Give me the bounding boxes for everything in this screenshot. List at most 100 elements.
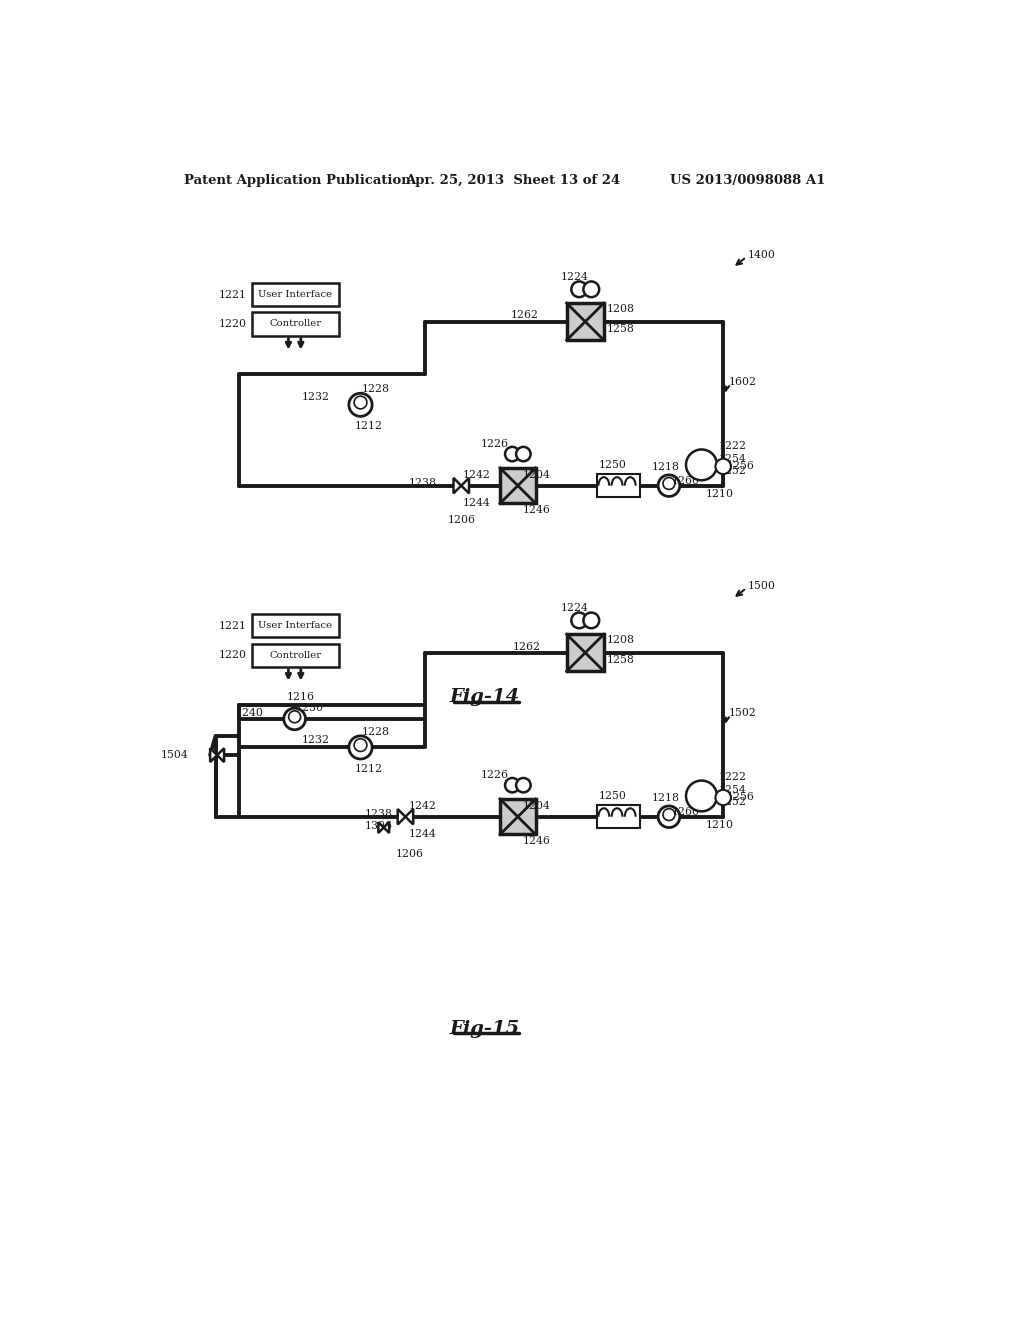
- Circle shape: [716, 459, 731, 474]
- Text: 1262: 1262: [511, 310, 539, 321]
- Text: 1254: 1254: [719, 454, 746, 463]
- Bar: [566, 635, 604, 671]
- Text: 1260: 1260: [672, 807, 700, 817]
- Text: 1500: 1500: [748, 581, 776, 591]
- Polygon shape: [210, 748, 217, 762]
- Text: 1246: 1246: [522, 506, 550, 515]
- Circle shape: [284, 708, 305, 730]
- Polygon shape: [406, 809, 414, 825]
- Text: 1258: 1258: [607, 325, 635, 334]
- Text: 1218: 1218: [652, 462, 680, 473]
- Text: 1246: 1246: [522, 837, 550, 846]
- Text: 1226: 1226: [480, 440, 509, 449]
- Circle shape: [516, 447, 530, 461]
- Bar: [566, 304, 604, 341]
- Text: 1232: 1232: [301, 392, 330, 403]
- Text: 1206: 1206: [447, 515, 475, 525]
- Bar: [597, 474, 640, 498]
- Text: 1240: 1240: [236, 708, 263, 718]
- Polygon shape: [454, 478, 461, 494]
- Text: 1250: 1250: [598, 791, 627, 801]
- Circle shape: [658, 807, 680, 828]
- Text: 1250: 1250: [598, 459, 627, 470]
- Text: 1252: 1252: [719, 797, 746, 807]
- Text: 1221: 1221: [218, 289, 247, 300]
- Circle shape: [516, 777, 530, 792]
- Text: 1216: 1216: [287, 693, 314, 702]
- Text: 1232: 1232: [301, 735, 330, 744]
- Text: 1256: 1256: [726, 792, 754, 803]
- Text: 1230: 1230: [296, 704, 325, 713]
- Text: Controller: Controller: [269, 319, 322, 329]
- Text: 1256: 1256: [726, 462, 754, 471]
- Text: 1260: 1260: [672, 477, 700, 486]
- Text: 1220: 1220: [218, 319, 247, 329]
- Text: 1208: 1208: [607, 305, 635, 314]
- Text: Patent Application Publication: Patent Application Publication: [183, 174, 411, 187]
- Text: Fig-15: Fig-15: [450, 1019, 519, 1038]
- Text: 1242: 1242: [463, 470, 490, 480]
- Circle shape: [505, 447, 519, 461]
- Text: 1224: 1224: [560, 603, 589, 612]
- Text: User Interface: User Interface: [258, 622, 333, 630]
- Text: 1258: 1258: [607, 656, 635, 665]
- Circle shape: [686, 780, 717, 812]
- Bar: [252, 614, 339, 638]
- Text: 1222: 1222: [719, 772, 746, 783]
- Bar: [252, 284, 339, 306]
- Circle shape: [289, 711, 301, 723]
- Text: 1210: 1210: [706, 820, 733, 830]
- Text: 1212: 1212: [354, 764, 382, 774]
- Bar: [500, 799, 536, 834]
- Text: 1206: 1206: [396, 849, 424, 859]
- Text: Apr. 25, 2013  Sheet 13 of 24: Apr. 25, 2013 Sheet 13 of 24: [406, 174, 621, 187]
- Circle shape: [584, 612, 599, 628]
- Text: 1204: 1204: [522, 470, 550, 480]
- Text: 1222: 1222: [719, 441, 746, 451]
- Circle shape: [663, 478, 675, 490]
- Text: 1228: 1228: [362, 727, 390, 737]
- Text: 1244: 1244: [463, 498, 490, 508]
- Text: 1218: 1218: [652, 793, 680, 804]
- Circle shape: [354, 739, 367, 751]
- Polygon shape: [397, 809, 406, 825]
- Text: 1252: 1252: [719, 466, 746, 477]
- Circle shape: [571, 612, 587, 628]
- Circle shape: [349, 393, 372, 416]
- Polygon shape: [461, 478, 469, 494]
- Circle shape: [686, 450, 717, 480]
- Text: 1221: 1221: [218, 620, 247, 631]
- Text: 1254: 1254: [719, 785, 746, 795]
- Bar: [252, 313, 339, 335]
- Text: 1238: 1238: [409, 478, 436, 487]
- Polygon shape: [384, 822, 389, 833]
- Text: Controller: Controller: [269, 651, 322, 660]
- Text: 1238: 1238: [366, 809, 393, 818]
- Text: 1226: 1226: [480, 770, 509, 780]
- Text: 1228: 1228: [362, 384, 390, 395]
- Text: 1602: 1602: [729, 376, 757, 387]
- Text: 1204: 1204: [522, 801, 550, 810]
- Polygon shape: [217, 748, 224, 762]
- Text: 1306: 1306: [366, 821, 393, 832]
- Bar: [500, 469, 536, 503]
- Circle shape: [584, 281, 599, 297]
- Text: US 2013/0098088 A1: US 2013/0098088 A1: [671, 174, 826, 187]
- Text: 1504: 1504: [161, 750, 188, 760]
- Text: 1242: 1242: [409, 801, 436, 810]
- Text: Fig-14: Fig-14: [450, 689, 519, 706]
- Circle shape: [658, 475, 680, 496]
- Circle shape: [663, 809, 675, 821]
- Circle shape: [349, 737, 372, 759]
- Text: 1210: 1210: [706, 490, 733, 499]
- Text: 1400: 1400: [748, 249, 776, 260]
- Bar: [252, 644, 339, 667]
- Text: 1208: 1208: [607, 635, 635, 645]
- Text: User Interface: User Interface: [258, 290, 333, 300]
- Text: 1244: 1244: [409, 829, 436, 838]
- Text: 1224: 1224: [560, 272, 589, 282]
- Text: 1502: 1502: [729, 708, 757, 718]
- Polygon shape: [378, 822, 384, 833]
- Text: 1212: 1212: [354, 421, 382, 432]
- Bar: [597, 805, 640, 829]
